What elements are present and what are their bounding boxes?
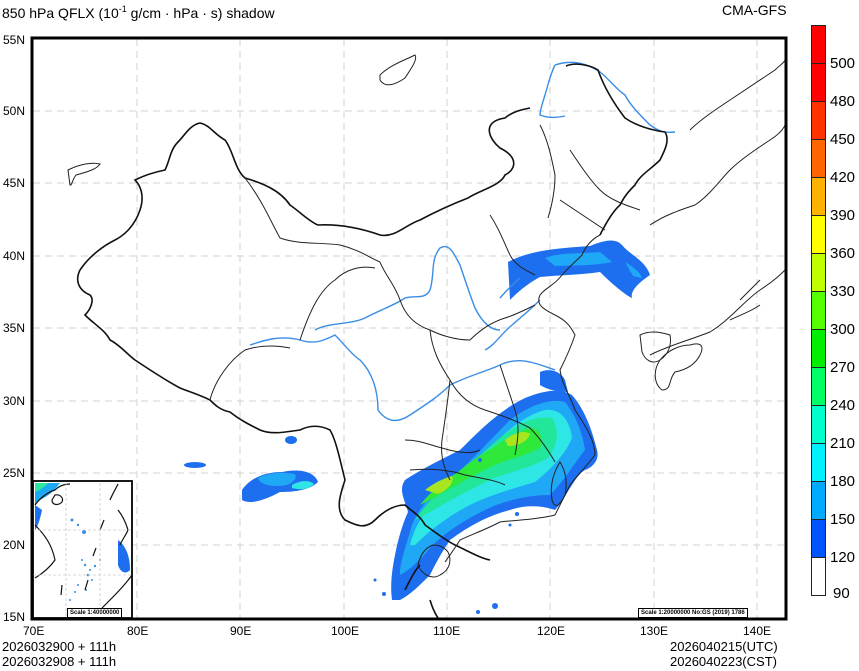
main-scale-note: Scale 1:20000000 No:GS (2019) 1786 bbox=[638, 608, 748, 618]
lat-label: 55N bbox=[3, 33, 26, 47]
lon-label: 70E bbox=[23, 624, 45, 638]
colorbar-label: 330 bbox=[830, 283, 856, 300]
map-panel bbox=[30, 36, 788, 621]
colorbar-swatch bbox=[811, 367, 826, 405]
colorbar-swatch bbox=[811, 481, 826, 519]
colorbar-label: 390 bbox=[830, 207, 856, 224]
valid-time-utc: 2026040215(UTC) bbox=[670, 639, 778, 654]
init-time-utc: 2026032900 + 111h bbox=[2, 639, 117, 654]
lat-label: 40N bbox=[3, 249, 26, 263]
colorbar-swatch bbox=[811, 405, 826, 443]
title-prefix: 850 hPa QFLX (10 bbox=[2, 5, 119, 21]
lon-label: 120E bbox=[537, 624, 566, 638]
national-borders bbox=[76, 63, 668, 618]
lon-label: 90E bbox=[230, 624, 252, 638]
colorbar-label: 480 bbox=[830, 93, 856, 110]
lat-label: 35N bbox=[3, 321, 26, 335]
lat-label: 20N bbox=[3, 538, 26, 552]
coastlines bbox=[67, 54, 785, 578]
colorbar-swatch bbox=[811, 25, 826, 63]
title-exponent: -1 bbox=[118, 4, 127, 14]
lat-label: 15N bbox=[3, 610, 26, 624]
colorbar-swatch bbox=[811, 63, 826, 101]
lon-label: 100E bbox=[331, 624, 360, 638]
colorbar-label: 180 bbox=[830, 473, 856, 490]
lon-label: 110E bbox=[433, 624, 461, 638]
colorbar-label: 90 bbox=[833, 585, 850, 602]
lat-label: 50N bbox=[3, 104, 26, 118]
lon-label: 130E bbox=[640, 624, 669, 638]
title-suffix: g/cm · hPa · s) shadow bbox=[126, 5, 275, 21]
colorbar-swatch bbox=[811, 139, 826, 177]
chart-title: 850 hPa QFLX (10-1 g/cm · hPa · s) shado… bbox=[2, 0, 275, 22]
inset-map bbox=[32, 480, 133, 619]
lat-label: 30N bbox=[3, 394, 26, 408]
colorbar-swatch bbox=[811, 215, 826, 253]
colorbar-swatch bbox=[811, 557, 826, 596]
colorbar-label: 420 bbox=[830, 169, 856, 186]
colorbar-swatch bbox=[811, 291, 826, 329]
colorbar bbox=[811, 25, 826, 596]
colorbar-swatch bbox=[811, 177, 826, 215]
map-canvas bbox=[30, 36, 788, 621]
colorbar-label: 300 bbox=[830, 321, 856, 338]
colorbar-label: 500 bbox=[830, 55, 856, 72]
colorbar-label: 150 bbox=[830, 511, 856, 528]
colorbar-swatch bbox=[811, 253, 826, 291]
colorbar-swatch bbox=[811, 443, 826, 481]
map-border bbox=[30, 36, 788, 621]
colorbar-swatch bbox=[811, 519, 826, 557]
lat-label: 25N bbox=[3, 466, 26, 480]
colorbar-swatch bbox=[811, 101, 826, 139]
colorbar-label: 240 bbox=[830, 397, 856, 414]
colorbar-swatch bbox=[811, 329, 826, 367]
colorbar-label: 360 bbox=[830, 245, 856, 262]
init-time-cst: 2026032908 + 111h bbox=[2, 654, 117, 669]
colorbar-label: 270 bbox=[830, 359, 856, 376]
model-label: CMA-GFS bbox=[722, 2, 787, 18]
colorbar-label: 210 bbox=[830, 435, 856, 452]
colorbar-label: 120 bbox=[830, 549, 856, 566]
inset-scale-note: Scale 1:40000000 bbox=[67, 608, 123, 618]
lat-label: 45N bbox=[3, 176, 26, 190]
colorbar-label: 450 bbox=[830, 131, 856, 148]
valid-time-cst: 2026040223(CST) bbox=[670, 654, 777, 669]
lon-label: 140E bbox=[743, 624, 772, 638]
lon-label: 80E bbox=[127, 624, 149, 638]
